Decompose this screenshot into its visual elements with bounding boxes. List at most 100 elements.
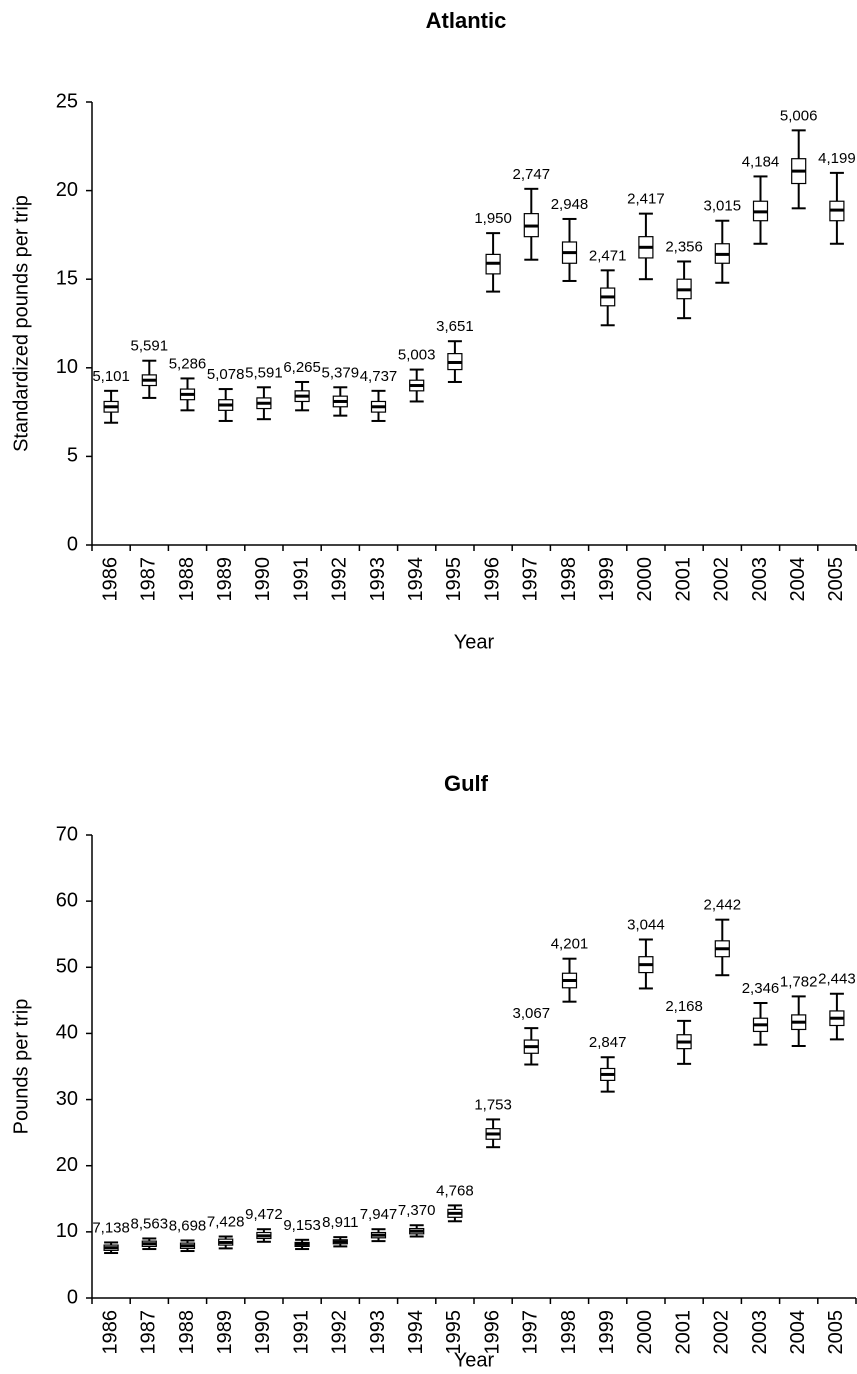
- x-tick-label: 2005: [825, 557, 847, 602]
- n-label: 6,265: [283, 359, 321, 376]
- n-label: 2,948: [551, 196, 589, 213]
- x-tick-label: 2005: [825, 1310, 847, 1355]
- x-tick-label: 1988: [176, 557, 198, 602]
- n-label: 9,153: [283, 1217, 321, 1234]
- x-tick-label: 1999: [596, 1310, 618, 1355]
- x-tick-label: 1997: [520, 557, 542, 602]
- x-tick-label: 1996: [481, 1310, 503, 1355]
- x-tick-label: 2004: [787, 557, 809, 602]
- x-tick-label: 1989: [214, 1310, 236, 1355]
- n-label: 3,044: [627, 916, 665, 933]
- n-label: 5,101: [92, 368, 130, 385]
- n-label: 3,015: [704, 198, 742, 215]
- x-tick-label: 1993: [367, 557, 389, 602]
- y-tick-label: 0: [67, 533, 78, 555]
- x-tick-label: 1995: [443, 1310, 465, 1355]
- n-label: 4,184: [742, 153, 780, 170]
- n-label: 2,847: [589, 1034, 627, 1051]
- y-tick-label: 10: [56, 356, 78, 378]
- n-label: 5,591: [131, 338, 169, 355]
- n-label: 7,138: [92, 1219, 130, 1236]
- x-tick-label: 1991: [290, 557, 312, 602]
- x-tick-label: 1992: [329, 557, 351, 602]
- n-label: 7,428: [207, 1213, 245, 1230]
- x-tick-label: 1998: [558, 557, 580, 602]
- n-label: 8,698: [169, 1217, 207, 1234]
- n-label: 1,753: [474, 1096, 512, 1113]
- x-tick-label: 1994: [405, 1310, 427, 1355]
- y-tick-label: 10: [56, 1220, 78, 1242]
- y-tick-label: 5: [67, 445, 78, 467]
- x-tick-label: 2003: [749, 557, 771, 602]
- n-label: 2,417: [627, 191, 665, 208]
- n-label: 8,911: [322, 1214, 358, 1231]
- n-label: 5,591: [245, 364, 283, 381]
- x-tick-label: 1992: [329, 1310, 351, 1355]
- n-label: 7,370: [398, 1202, 436, 1219]
- y-tick-label: 30: [56, 1088, 78, 1110]
- x-tick-label: 1995: [443, 557, 465, 602]
- x-tick-label: 1994: [405, 557, 427, 602]
- x-tick-label: 1993: [367, 1310, 389, 1355]
- x-axis-label: Year: [454, 1349, 495, 1371]
- n-label: 5,006: [780, 107, 818, 124]
- n-label: 1,782: [780, 973, 818, 990]
- x-axis-label: Year: [454, 631, 495, 653]
- n-label: 2,471: [589, 247, 627, 264]
- n-label: 8,563: [131, 1215, 169, 1232]
- x-tick-label: 1988: [176, 1310, 198, 1355]
- n-label: 4,199: [818, 150, 856, 167]
- x-tick-label: 1996: [481, 557, 503, 602]
- y-tick-label: 20: [56, 179, 78, 201]
- y-tick-label: 50: [56, 956, 78, 978]
- n-label: 2,747: [513, 166, 551, 183]
- x-tick-label: 1990: [252, 557, 274, 602]
- n-label: 2,443: [818, 971, 856, 988]
- x-tick-label: 2000: [634, 557, 656, 602]
- y-tick-label: 0: [67, 1286, 78, 1308]
- y-tick-label: 15: [56, 267, 78, 289]
- y-axis-label: Pounds per trip: [10, 999, 32, 1135]
- n-label: 5,003: [398, 347, 436, 364]
- y-tick-label: 70: [56, 823, 78, 845]
- n-label: 1,950: [474, 210, 512, 227]
- y-tick-label: 25: [56, 90, 78, 112]
- chart-title: Atlantic: [426, 8, 507, 33]
- x-tick-label: 2001: [672, 1310, 694, 1355]
- n-label: 5,379: [322, 364, 360, 381]
- chart-title: Gulf: [444, 771, 489, 796]
- n-label: 2,346: [742, 980, 780, 997]
- x-tick-label: 1987: [138, 557, 160, 602]
- x-tick-label: 1986: [99, 1310, 121, 1355]
- x-tick-label: 1989: [214, 557, 236, 602]
- n-label: 3,067: [513, 1005, 551, 1022]
- n-label: 9,472: [245, 1206, 283, 1223]
- x-tick-label: 2000: [634, 1310, 656, 1355]
- x-tick-label: 1991: [290, 1310, 312, 1355]
- y-axis-label: Standardized pounds per trip: [10, 195, 32, 452]
- x-tick-label: 1987: [138, 1310, 160, 1355]
- n-label: 4,768: [436, 1182, 474, 1199]
- x-tick-label: 1998: [558, 1310, 580, 1355]
- n-label: 7,947: [360, 1206, 398, 1223]
- y-tick-label: 40: [56, 1022, 78, 1044]
- n-label: 2,442: [704, 897, 742, 914]
- n-label: 2,168: [665, 998, 703, 1015]
- x-tick-label: 2004: [787, 1310, 809, 1355]
- x-tick-label: 1986: [99, 557, 121, 602]
- y-tick-label: 60: [56, 889, 78, 911]
- n-label: 2,356: [665, 238, 703, 255]
- x-tick-label: 2002: [711, 557, 733, 602]
- x-tick-label: 1999: [596, 557, 618, 602]
- n-label: 3,651: [436, 318, 474, 335]
- x-tick-label: 1997: [520, 1310, 542, 1355]
- x-tick-label: 2002: [711, 1310, 733, 1355]
- x-tick-label: 2003: [749, 1310, 771, 1355]
- n-label: 5,078: [207, 366, 245, 383]
- n-label: 4,737: [360, 368, 398, 385]
- n-label: 5,286: [169, 355, 207, 372]
- x-tick-label: 1990: [252, 1310, 274, 1355]
- n-label: 4,201: [551, 936, 589, 953]
- y-tick-label: 20: [56, 1154, 78, 1176]
